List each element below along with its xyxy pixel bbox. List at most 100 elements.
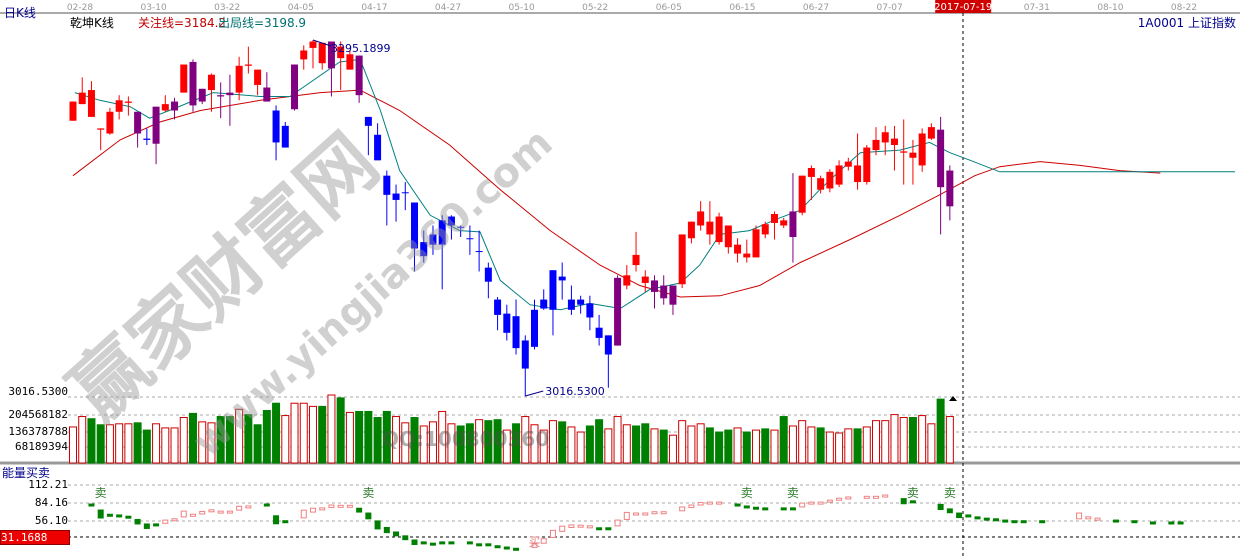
- volume-bar: [761, 428, 770, 464]
- volume-bar: [392, 416, 401, 464]
- volume-bar: [595, 419, 604, 464]
- energy-mark: [88, 503, 95, 507]
- candle-body: [807, 167, 815, 177]
- energy-mark: [697, 501, 704, 506]
- energy-mark: [559, 525, 566, 532]
- volume-bar: [281, 415, 290, 464]
- candle-body: [143, 138, 151, 140]
- candle-body: [171, 101, 179, 111]
- energy-mark: [116, 514, 123, 518]
- volume-bar: [576, 431, 585, 464]
- energy-mark: [226, 510, 233, 514]
- energy-mark: [808, 501, 815, 505]
- energy-mark: [1039, 520, 1046, 524]
- cursor-date-label: 2017-07-19: [934, 2, 992, 13]
- volume-bar: [585, 425, 594, 464]
- energy-mark: [393, 531, 400, 537]
- energy-mark: [374, 520, 381, 530]
- volume-bar: [724, 429, 733, 464]
- volume-bar: [798, 420, 807, 464]
- candle-body: [180, 64, 188, 93]
- x-tick-label: 08-22: [1171, 3, 1197, 13]
- energy-mark: [1149, 521, 1156, 525]
- volume-bar: [715, 431, 724, 464]
- volume-bar: [207, 422, 216, 464]
- energy-mark: [1002, 519, 1009, 523]
- low-pointer: [525, 390, 544, 397]
- candle-body: [309, 41, 317, 48]
- candle-body: [300, 50, 308, 60]
- energy-mark: [420, 541, 427, 545]
- energy-mark: [494, 545, 501, 549]
- candle-body: [752, 229, 760, 258]
- volume-bar: [539, 429, 548, 464]
- energy-mark: [309, 507, 316, 513]
- energy-mark: [273, 515, 280, 525]
- volume-bar: [161, 427, 170, 464]
- candle-body: [254, 69, 262, 85]
- energy-mark: [319, 507, 326, 511]
- candle-body: [291, 64, 299, 110]
- volume-tick-label: 204568182: [8, 408, 68, 421]
- candle-body: [567, 299, 575, 310]
- volume-bar: [124, 423, 133, 464]
- candle-body: [909, 152, 917, 158]
- candle-body: [770, 213, 778, 223]
- volume-bar: [142, 429, 151, 464]
- candle-body: [411, 202, 419, 249]
- candle-body: [106, 111, 114, 134]
- volume-bar: [678, 420, 687, 464]
- energy-mark: [1177, 521, 1184, 525]
- energy-mark: [688, 504, 695, 509]
- energy-mark: [365, 512, 372, 520]
- candle-body: [669, 285, 677, 305]
- candle-body: [614, 277, 622, 346]
- volume-bar: [825, 431, 834, 464]
- candle-body: [531, 309, 538, 347]
- volume-bar: [807, 426, 816, 464]
- volume-bar: [225, 416, 234, 464]
- volume-bar: [216, 416, 225, 464]
- candle-body: [734, 244, 742, 254]
- energy-mark: [974, 516, 981, 520]
- volume-bar: [816, 427, 825, 464]
- candle-body: [881, 132, 889, 143]
- volume-bar: [87, 418, 96, 464]
- energy-mark: [873, 495, 880, 499]
- energy-mark: [549, 529, 556, 538]
- energy-mark: [956, 512, 963, 519]
- energy-mark: [97, 509, 104, 519]
- energy-panel-title: 能量买卖: [2, 466, 51, 480]
- candle-body: [817, 178, 825, 190]
- energy-mark: [513, 547, 520, 551]
- volume-bar: [410, 417, 419, 464]
- volume-bar: [419, 425, 428, 464]
- x-tick-label: 04-27: [435, 3, 461, 13]
- candle-body: [632, 254, 640, 266]
- candle-body: [697, 211, 705, 226]
- volume-bar: [779, 416, 788, 464]
- volume-bar: [327, 394, 336, 464]
- volume-bar: [927, 423, 936, 464]
- energy-mark: [503, 546, 510, 550]
- sell-signal: 卖: [787, 486, 799, 500]
- energy-mark: [245, 505, 252, 509]
- energy-mark: [614, 519, 621, 527]
- candle-body: [383, 175, 391, 195]
- x-tick-label: 02-28: [67, 3, 93, 13]
- energy-mark: [125, 515, 132, 519]
- candle-body: [272, 110, 280, 143]
- volume-bar: [687, 425, 696, 464]
- volume-bar: [512, 423, 521, 464]
- volume-bar: [308, 405, 317, 464]
- energy-mark: [826, 499, 833, 503]
- energy-mark: [263, 503, 270, 507]
- energy-mark: [743, 505, 750, 509]
- candle-body: [161, 104, 169, 111]
- period-label[interactable]: 日K线: [4, 6, 36, 20]
- volume-bar: [872, 420, 881, 464]
- energy-mark: [106, 513, 113, 517]
- volume-bar: [345, 411, 354, 464]
- volume-bar: [668, 434, 677, 464]
